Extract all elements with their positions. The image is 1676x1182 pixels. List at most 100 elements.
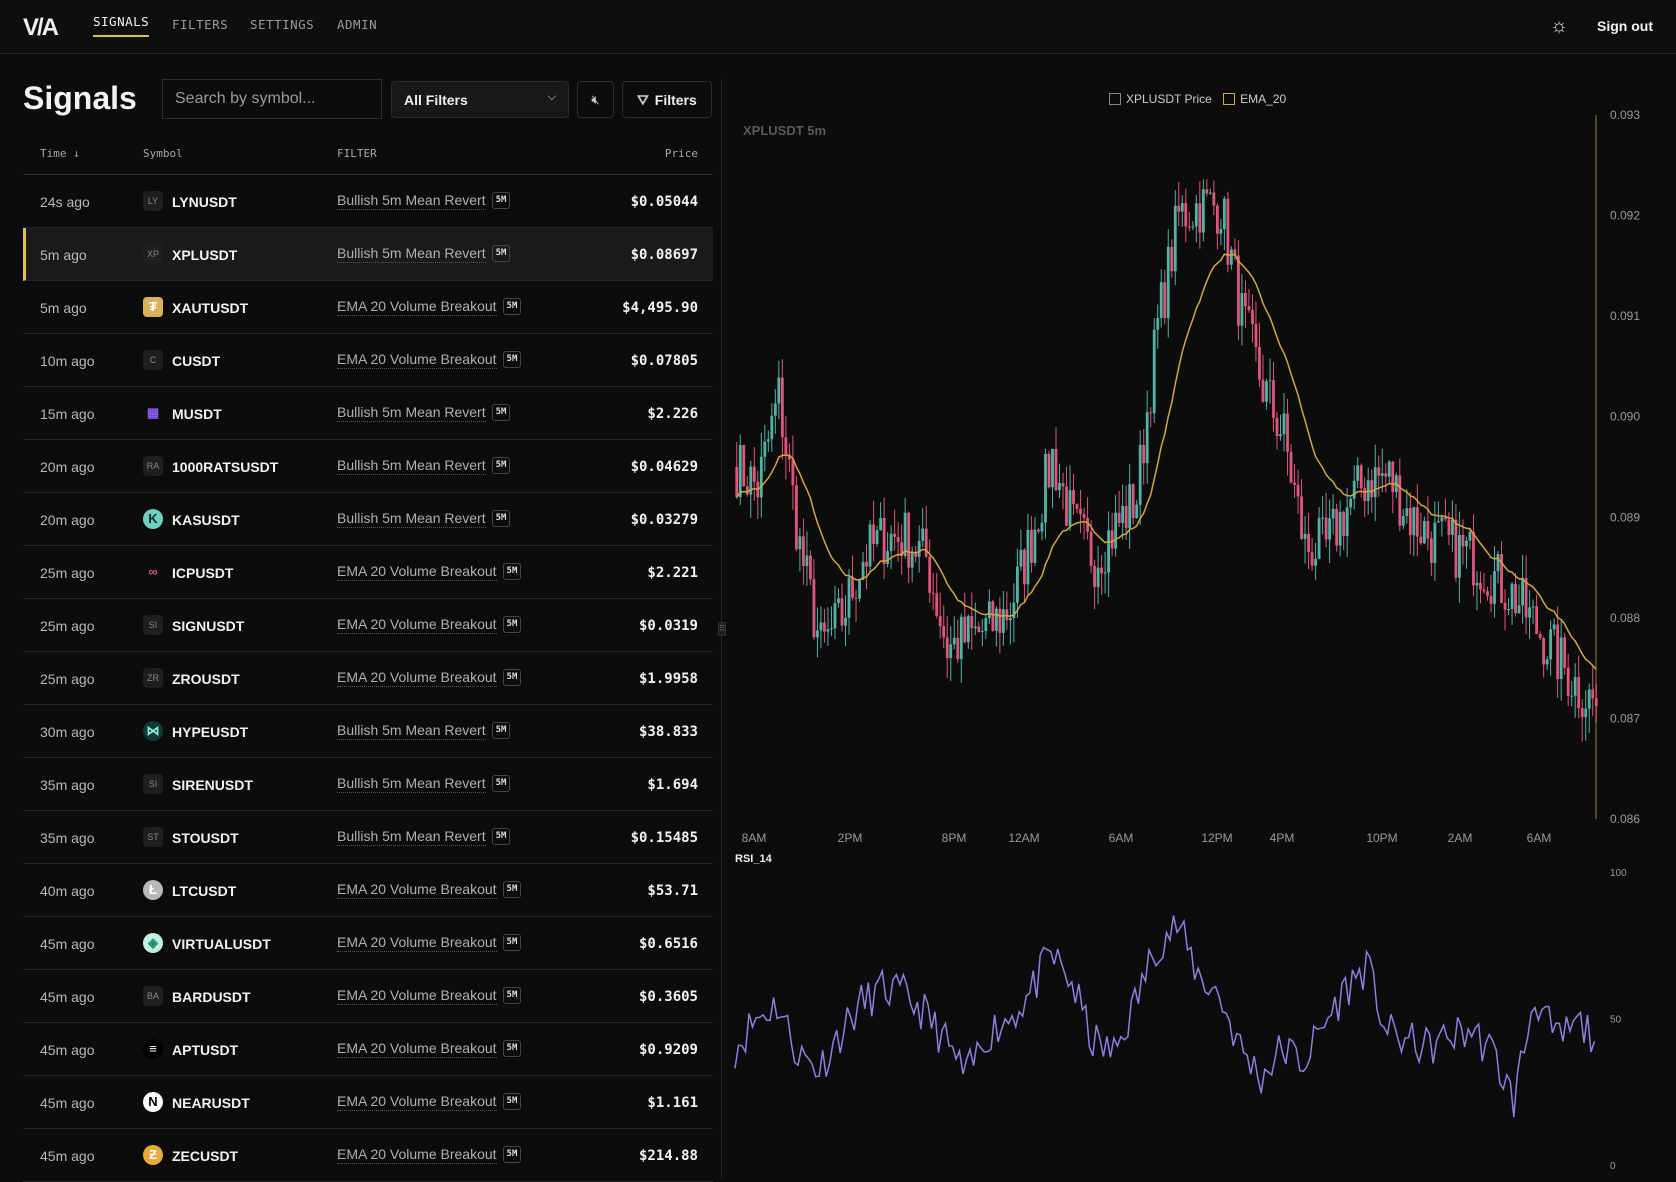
col-symbol[interactable]: Symbol: [143, 147, 183, 160]
table-row[interactable]: 25m ago ∞ ICPUSDT EMA 20 Volume Breakout 5…: [23, 546, 713, 599]
table-row[interactable]: 45m ago N NEARUSDT EMA 20 Volume Breakout…: [23, 1076, 713, 1129]
candle: [1001, 609, 1005, 633]
search-input[interactable]: [162, 79, 382, 119]
symbol[interactable]: BARDUSDT: [172, 989, 251, 1005]
filter-select[interactable]: All Filters ⌵: [391, 81, 569, 118]
symbol[interactable]: ZROUSDT: [172, 671, 240, 687]
filter-name[interactable]: EMA 20 Volume Breakout: [337, 1040, 497, 1058]
candle: [1317, 518, 1321, 559]
table-row[interactable]: 15m ago ▦ MUSDT Bullish 5m Mean Revert 5M …: [23, 387, 713, 440]
resize-handle[interactable]: ⠿: [718, 622, 726, 636]
candle: [1019, 549, 1023, 567]
table-row[interactable]: 45m ago BA BARDUSDT EMA 20 Volume Breakou…: [23, 970, 713, 1023]
table-row[interactable]: 24s ago LY LYNUSDT Bullish 5m Mean Revert…: [23, 175, 713, 228]
candle: [1023, 549, 1026, 585]
symbol[interactable]: ICPUSDT: [172, 565, 234, 581]
filter-name[interactable]: EMA 20 Volume Breakout: [337, 616, 497, 634]
signal-time: 45m ago: [40, 1095, 95, 1111]
candle: [1345, 507, 1349, 536]
table-row[interactable]: 30m ago ⋈ HYPEUSDT Bullish 5m Mean Revert…: [23, 705, 713, 758]
filter-name[interactable]: Bullish 5m Mean Revert: [337, 722, 486, 740]
table-row[interactable]: 35m ago ST STOUSDT Bullish 5m Mean Revert…: [23, 811, 713, 864]
legend-ema-swatch[interactable]: [1223, 93, 1236, 105]
candle: [1528, 607, 1531, 618]
col-price[interactable]: Price: [664, 147, 698, 160]
filter-name[interactable]: Bullish 5m Mean Revert: [337, 510, 486, 528]
tab-filters[interactable]: FILTERS: [172, 17, 229, 32]
symbol[interactable]: 1000RATSUSDT: [172, 459, 279, 475]
symbol[interactable]: ZECUSDT: [172, 1148, 239, 1164]
symbol[interactable]: MUSDT: [172, 406, 222, 422]
tab-signals[interactable]: SIGNALS: [93, 14, 150, 37]
filter-name[interactable]: EMA 20 Volume Breakout: [337, 1146, 497, 1164]
filter-name[interactable]: Bullish 5m Mean Revert: [337, 404, 486, 422]
filter-name[interactable]: Bullish 5m Mean Revert: [337, 775, 486, 793]
table-row[interactable]: 5m ago ₮ XAUTUSDT EMA 20 Volume Breakout 5…: [23, 281, 713, 334]
filters-button[interactable]: ⛛ Filters: [622, 81, 712, 118]
timeframe-badge: 5M: [491, 828, 511, 845]
symbol[interactable]: CUSDT: [172, 353, 221, 369]
symbol[interactable]: SIRENUSDT: [172, 777, 253, 793]
symbol[interactable]: STOUSDT: [172, 830, 239, 846]
mute-button[interactable]: 🔇︎: [577, 81, 614, 118]
filter-name[interactable]: EMA 20 Volume Breakout: [337, 563, 497, 581]
filter-name[interactable]: Bullish 5m Mean Revert: [337, 245, 486, 263]
candle: [1016, 566, 1019, 603]
legend-price-swatch[interactable]: [1109, 93, 1121, 105]
filter-name[interactable]: EMA 20 Volume Breakout: [337, 669, 497, 687]
sign-out-button[interactable]: Sign out: [1597, 18, 1653, 34]
candle: [896, 536, 900, 543]
candle: [889, 533, 893, 552]
filter-name[interactable]: EMA 20 Volume Breakout: [337, 1093, 497, 1111]
symbol[interactable]: XPLUSDT: [172, 247, 238, 263]
table-row[interactable]: 35m ago SI SIRENUSDT Bullish 5m Mean Reve…: [23, 758, 713, 811]
filter-name[interactable]: Bullish 5m Mean Revert: [337, 457, 486, 475]
tab-settings[interactable]: SETTINGS: [250, 17, 315, 32]
filter-name[interactable]: EMA 20 Volume Breakout: [337, 987, 497, 1005]
symbol[interactable]: NEARUSDT: [172, 1095, 250, 1111]
symbol[interactable]: LTCUSDT: [172, 883, 237, 899]
symbol[interactable]: SIGNUSDT: [172, 618, 245, 634]
filter-name[interactable]: EMA 20 Volume Breakout: [337, 298, 497, 316]
table-row[interactable]: 40m ago Ł LTCUSDT EMA 20 Volume Breakout 5…: [23, 864, 713, 917]
filter-name[interactable]: Bullish 5m Mean Revert: [337, 828, 486, 846]
tab-admin[interactable]: ADMIN: [337, 17, 378, 32]
sun-icon[interactable]: ☼: [1549, 15, 1569, 37]
symbol[interactable]: APTUSDT: [172, 1042, 239, 1058]
table-row[interactable]: 45m ago ≡ APTUSDT EMA 20 Volume Breakout 5…: [23, 1023, 713, 1076]
table-row[interactable]: 25m ago ZR ZROUSDT EMA 20 Volume Breakout…: [23, 652, 713, 705]
time-axis-tick: 4PM: [1270, 831, 1295, 845]
filter-name[interactable]: Bullish 5m Mean Revert: [337, 192, 486, 210]
filter-name[interactable]: EMA 20 Volume Breakout: [337, 881, 497, 899]
symbol[interactable]: XAUTUSDT: [172, 300, 249, 316]
candle: [1138, 444, 1142, 505]
symbol[interactable]: HYPEUSDT: [172, 724, 249, 740]
symbol[interactable]: KASUSDT: [172, 512, 240, 528]
filter-name[interactable]: EMA 20 Volume Breakout: [337, 934, 497, 952]
col-filter[interactable]: FILTER: [337, 147, 377, 160]
candle: [766, 439, 770, 442]
filter-name[interactable]: EMA 20 Volume Breakout: [337, 351, 497, 369]
table-row[interactable]: 20m ago RA 1000RATSUSDT Bullish 5m Mean R…: [23, 440, 713, 493]
legend-price[interactable]: XPLUSDT Price: [1126, 92, 1212, 106]
table-row[interactable]: 20m ago K KASUSDT Bullish 5m Mean Revert 5…: [23, 493, 713, 546]
col-time[interactable]: Time ↓: [40, 147, 80, 160]
logo[interactable]: V/A: [23, 14, 59, 41]
legend-ema[interactable]: EMA_20: [1240, 92, 1287, 106]
table-row[interactable]: 10m ago C CUSDT EMA 20 Volume Breakout 5M …: [23, 334, 713, 387]
candle: [1222, 198, 1226, 230]
table-row[interactable]: 5m ago XP XPLUSDT Bullish 5m Mean Revert 5…: [23, 228, 713, 281]
candle: [1075, 504, 1079, 509]
symbol[interactable]: VIRTUALUSDT: [172, 936, 271, 952]
candle: [1377, 467, 1381, 476]
candle: [991, 601, 995, 631]
filter-cell: EMA 20 Volume Breakout 5M: [337, 986, 522, 1005]
candle: [1594, 698, 1598, 707]
symbol[interactable]: LYNUSDT: [172, 194, 237, 210]
candle: [1187, 226, 1191, 228]
table-row[interactable]: 25m ago SI SIGNUSDT EMA 20 Volume Breakou…: [23, 599, 713, 652]
candle: [1591, 689, 1595, 699]
filter-cell: EMA 20 Volume Breakout 5M: [337, 615, 522, 634]
table-row[interactable]: 45m ago ◈ VIRTUALUSDT EMA 20 Volume Break…: [23, 917, 713, 970]
